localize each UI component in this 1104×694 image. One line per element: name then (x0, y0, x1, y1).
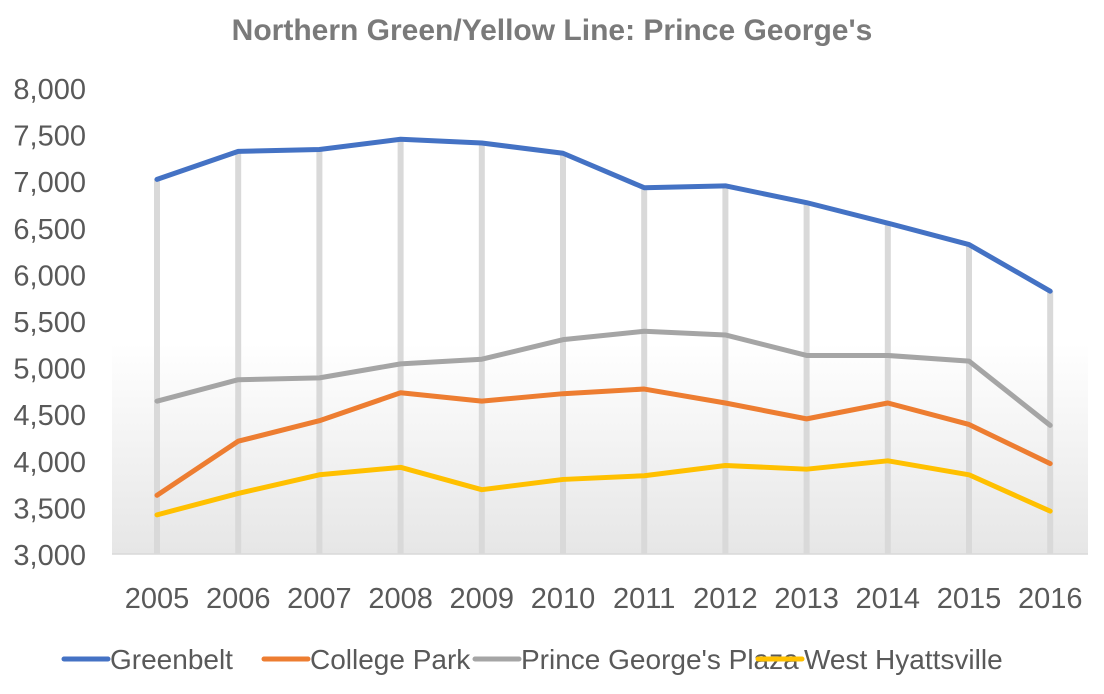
x-tick-label: 2006 (206, 583, 271, 615)
legend-label: Greenbelt (110, 644, 233, 675)
y-tick-label: 7,000 (13, 167, 86, 199)
series-line-west-hyattsville (154, 458, 1053, 518)
y-tick-label: 5,000 (13, 354, 86, 386)
series-line-college-park (154, 386, 1053, 498)
x-tick-label: 2009 (450, 583, 515, 615)
y-tick-label: 6,500 (13, 214, 86, 246)
x-tick-label: 2010 (531, 583, 596, 615)
chart-title: Northern Green/Yellow Line: Prince Georg… (231, 14, 873, 47)
y-tick-label: 3,500 (13, 493, 86, 525)
plot-area-background (112, 86, 1088, 554)
legend-label: West Hyattsville (804, 644, 1003, 675)
y-tick-label: 5,500 (13, 307, 86, 339)
x-tick-label: 2014 (856, 583, 921, 615)
x-tick-label: 2013 (774, 583, 839, 615)
series-line-prince-george-s-plaza (154, 328, 1053, 428)
y-tick-label: 4,500 (13, 400, 86, 432)
x-tick-label: 2012 (693, 583, 758, 615)
x-tick-label: 2008 (368, 583, 433, 615)
x-tick-label: 2015 (937, 583, 1002, 615)
series-line-greenbelt (154, 136, 1053, 294)
y-tick-label: 4,000 (13, 447, 86, 479)
x-tick-label: 2016 (1018, 583, 1083, 615)
legend-label: College Park (310, 644, 471, 675)
x-tick-label: 2011 (613, 583, 675, 615)
legend-label: Prince George's Plaza (521, 644, 799, 675)
y-tick-label: 6,000 (13, 260, 86, 292)
x-tick-label: 2007 (287, 583, 352, 615)
y-tick-label: 7,500 (13, 121, 86, 153)
x-tick-label: 2005 (125, 583, 190, 615)
y-tick-label: 8,000 (13, 74, 86, 106)
y-tick-label: 3,000 (13, 540, 86, 572)
